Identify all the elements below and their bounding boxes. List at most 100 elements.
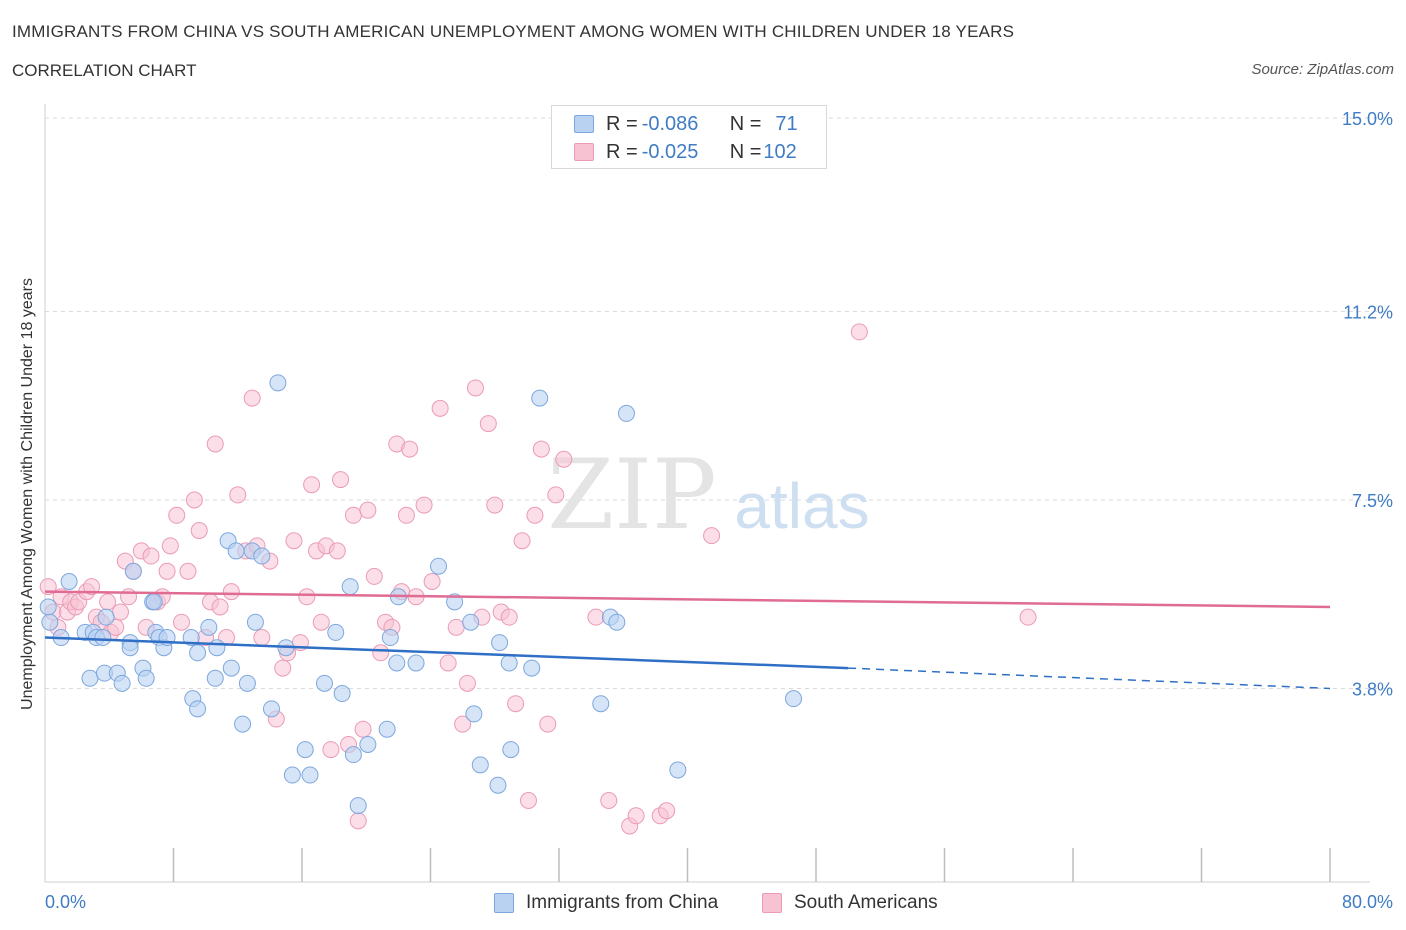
south-point — [158, 562, 176, 580]
china-point — [381, 629, 399, 647]
china-point — [206, 669, 224, 687]
legend-china-n-label: N = — [729, 112, 762, 135]
china-point — [283, 766, 301, 784]
south-swatch — [574, 143, 594, 161]
china-point — [200, 618, 218, 636]
south-point — [285, 532, 303, 550]
legend-row-china: R = -0.086 N = 71 — [574, 111, 798, 137]
south-point — [454, 715, 472, 733]
china-point — [145, 593, 163, 611]
legend-south-n-label: N = — [729, 140, 762, 163]
south-point — [547, 486, 565, 504]
south-point — [312, 613, 330, 631]
south-point — [507, 695, 525, 713]
china-point — [327, 623, 345, 641]
china-point — [462, 613, 480, 631]
china-point — [182, 629, 200, 647]
south-point — [179, 562, 197, 580]
china-point — [246, 613, 264, 631]
south-point — [526, 506, 544, 524]
bottom-legend-south: South Americans — [762, 890, 938, 916]
south-point — [466, 379, 484, 397]
china-point — [344, 746, 362, 764]
china-point — [315, 674, 333, 692]
china-point — [349, 797, 367, 815]
south-point — [349, 812, 367, 830]
bottom-south-swatch — [762, 893, 782, 913]
chart-subtitle: CORRELATION CHART — [12, 61, 197, 80]
south-trend-line — [44, 590, 1331, 609]
china-point — [491, 634, 509, 652]
china-point — [262, 700, 280, 718]
china-point — [523, 659, 541, 677]
china-point — [60, 572, 78, 590]
china-swatch — [574, 115, 594, 133]
south-point — [587, 608, 605, 626]
south-point — [354, 720, 372, 738]
south-point — [243, 389, 261, 407]
south-point — [274, 659, 292, 677]
south-point — [479, 415, 497, 433]
china-point — [407, 654, 425, 672]
trend-lines — [44, 590, 1331, 690]
south-point — [372, 644, 390, 662]
south-point — [142, 547, 160, 565]
china-point — [113, 674, 131, 692]
south-point — [703, 527, 721, 545]
china-point — [785, 690, 803, 708]
china-point — [465, 705, 483, 723]
china-point — [124, 562, 142, 580]
china-trend-line — [44, 636, 849, 670]
watermark-zip: ZIP — [547, 439, 716, 551]
south-point — [83, 578, 101, 596]
south-point — [332, 471, 350, 489]
south-point — [168, 506, 186, 524]
south-point — [532, 440, 550, 458]
south-point — [99, 593, 117, 611]
bottom-china-swatch — [494, 893, 514, 913]
china-point — [617, 404, 635, 422]
china-point — [359, 735, 377, 753]
axes — [44, 104, 1370, 883]
bottom-south-label: South Americans — [794, 892, 938, 913]
chart-title: IMMIGRANTS FROM CHINA VS SOUTH AMERICAN … — [12, 22, 1015, 41]
south-point — [111, 603, 129, 621]
south-point — [423, 572, 441, 590]
china-point — [446, 593, 464, 611]
china-point — [189, 644, 207, 662]
south-point — [328, 542, 346, 560]
south-point — [344, 506, 362, 524]
south-point — [600, 792, 618, 810]
south-point — [359, 501, 377, 519]
south-point — [555, 450, 573, 468]
china-point — [500, 654, 518, 672]
china-point — [222, 659, 240, 677]
china-point — [234, 715, 252, 733]
china-points — [39, 374, 803, 815]
china-point — [301, 766, 319, 784]
china-point — [531, 389, 549, 407]
china-point — [81, 669, 99, 687]
china-point — [608, 613, 626, 631]
south-point — [206, 435, 224, 453]
south-point — [173, 613, 191, 631]
y-tick-label: 7.5% — [1352, 491, 1393, 511]
south-point — [539, 715, 557, 733]
china-point — [502, 741, 520, 759]
china-point — [208, 639, 226, 657]
south-point — [161, 537, 179, 555]
south-point — [365, 567, 383, 585]
china-point — [489, 776, 507, 794]
bottom-legend-china: Immigrants from China — [494, 890, 718, 916]
south-point — [211, 598, 229, 616]
y-tick-label: 11.2% — [1343, 303, 1393, 323]
legend-row-south: R = -0.025 N = 102 — [574, 139, 797, 165]
china-point — [94, 629, 112, 647]
y-tick-label: 3.8% — [1352, 679, 1393, 699]
china-point — [592, 695, 610, 713]
watermark: ZIP atlas — [547, 439, 869, 551]
south-point — [458, 674, 476, 692]
south-point — [486, 496, 504, 514]
south-point — [658, 802, 676, 820]
